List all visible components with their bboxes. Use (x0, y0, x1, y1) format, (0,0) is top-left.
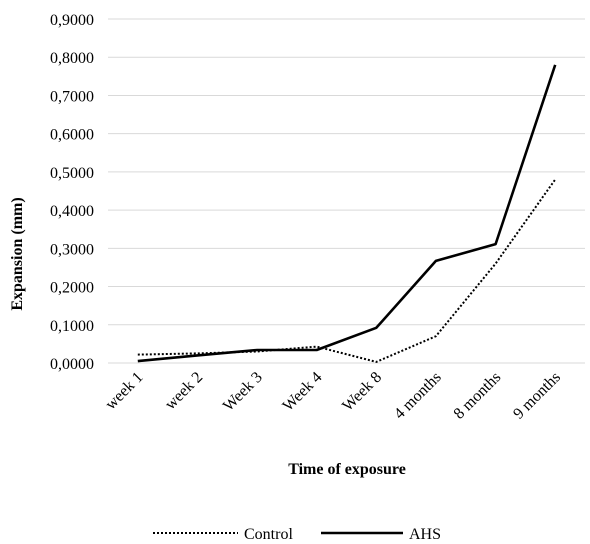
y-tick-label: 0,7000 (50, 88, 94, 105)
legend-label: AHS (409, 526, 441, 543)
y-tick-label: 0,6000 (50, 127, 94, 144)
legend-label: Control (244, 526, 293, 543)
y-tick-label: 0,4000 (50, 203, 94, 220)
y-tick-label: 0,3000 (50, 241, 94, 258)
y-tick-label: 0,0000 (50, 356, 94, 373)
y-tick-label: 0,5000 (50, 165, 94, 182)
y-tick-label: 0,8000 (50, 50, 94, 67)
series-line-ahs (137, 64, 557, 363)
x-tick-label: Week 8 (339, 369, 385, 415)
x-tick-label: 8 months (451, 369, 505, 423)
x-tick-label: week 2 (162, 369, 206, 413)
series-line-control (137, 178, 557, 363)
y-tick-label: 0,2000 (50, 280, 94, 297)
y-tick-label: 0,1000 (50, 318, 94, 335)
x-tick-label: Week 3 (220, 369, 266, 415)
x-tick-label: week 1 (102, 369, 146, 413)
gridlines (108, 18, 585, 326)
y-axis-title: Expansion (mm) (9, 197, 26, 310)
x-tick-label: 9 months (510, 369, 564, 423)
series-lines (137, 64, 557, 363)
x-tick-label: 4 months (391, 369, 445, 423)
y-tick-label: 0,9000 (50, 12, 94, 29)
y-axis-ticks: 0,0000 0,1000 0,2000 0,3000 0,4000 0,5000 0,60… (50, 12, 94, 373)
x-tick-label: Week 4 (280, 369, 326, 415)
x-axis-title: Time of exposure (288, 461, 406, 478)
legend: Control AHS (153, 526, 441, 543)
